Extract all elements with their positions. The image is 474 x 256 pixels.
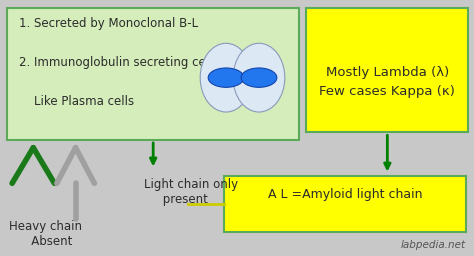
- Ellipse shape: [233, 43, 285, 112]
- Text: Mostly Lambda (λ)
Few cases Kappa (κ): Mostly Lambda (λ) Few cases Kappa (κ): [319, 66, 456, 98]
- Text: 1. Secreted by Monoclonal B-L: 1. Secreted by Monoclonal B-L: [19, 17, 198, 29]
- Text: 2. Immunoglobulin secreting cells: 2. Immunoglobulin secreting cells: [19, 56, 219, 69]
- Ellipse shape: [200, 43, 252, 112]
- Text: Heavy chain
   Absent: Heavy chain Absent: [9, 220, 82, 248]
- FancyBboxPatch shape: [306, 8, 468, 132]
- Text: labpedia.net: labpedia.net: [401, 240, 466, 250]
- Text: Like Plasma cells: Like Plasma cells: [19, 95, 134, 109]
- FancyBboxPatch shape: [8, 8, 299, 140]
- Text: A L =Amyloid light chain: A L =Amyloid light chain: [268, 188, 422, 201]
- Text: Light chain only
     present: Light chain only present: [144, 178, 238, 206]
- Circle shape: [241, 68, 277, 87]
- Circle shape: [208, 68, 244, 87]
- FancyBboxPatch shape: [224, 176, 466, 232]
